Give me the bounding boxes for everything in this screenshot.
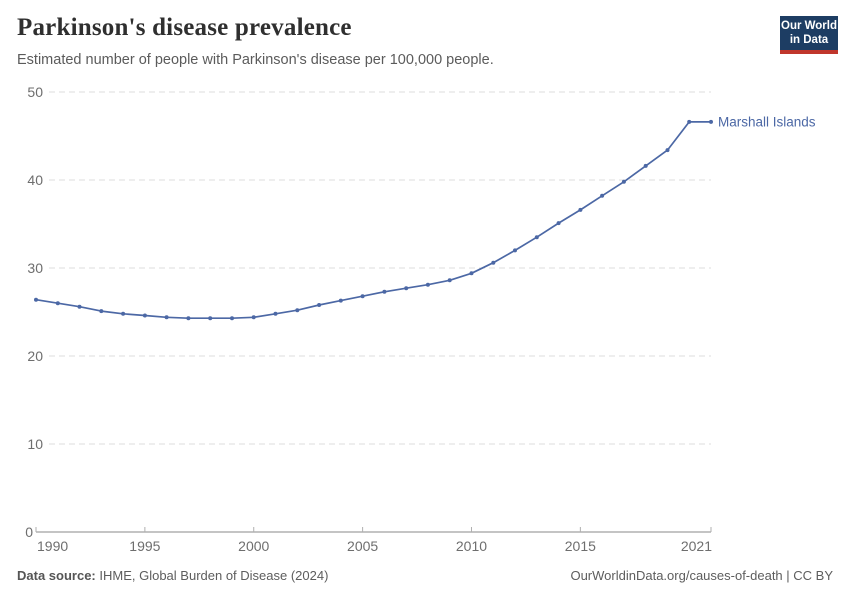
data-point[interactable] xyxy=(556,221,561,226)
x-tick-label: 2010 xyxy=(456,538,487,554)
data-point[interactable] xyxy=(469,271,474,276)
series-line[interactable] xyxy=(35,121,712,320)
data-point[interactable] xyxy=(273,311,278,316)
data-point[interactable] xyxy=(186,316,191,321)
data-point[interactable] xyxy=(425,282,430,287)
data-point[interactable] xyxy=(208,316,213,321)
owid-logo[interactable]: Our World in Data xyxy=(780,16,838,54)
attribution-link[interactable]: OurWorldinData.org/causes-of-death | CC … xyxy=(570,568,833,583)
x-tick-label: 2005 xyxy=(347,538,378,554)
y-tick-label: 20 xyxy=(27,348,43,364)
data-point[interactable] xyxy=(142,313,147,318)
y-tick-label: 10 xyxy=(27,436,43,452)
data-point[interactable] xyxy=(230,316,234,321)
chart-subtitle: Estimated number of people with Parkinso… xyxy=(17,52,494,68)
data-point[interactable] xyxy=(164,315,169,320)
y-tick-label: 50 xyxy=(27,84,43,100)
data-point[interactable] xyxy=(34,297,38,302)
data-point[interactable] xyxy=(404,286,409,291)
x-tick-label: 2021 xyxy=(681,538,712,554)
y-tick-label: 0 xyxy=(25,524,33,540)
data-point[interactable] xyxy=(55,301,60,306)
data-point[interactable] xyxy=(600,193,605,198)
data-point[interactable] xyxy=(534,235,539,240)
data-point[interactable] xyxy=(578,207,583,212)
data-point[interactable] xyxy=(295,308,300,313)
data-point[interactable] xyxy=(447,278,452,283)
y-tick-label: 40 xyxy=(27,172,43,188)
data-point[interactable] xyxy=(251,315,256,320)
data-point[interactable] xyxy=(121,311,126,316)
data-point[interactable] xyxy=(77,304,82,309)
data-point[interactable] xyxy=(360,294,365,299)
data-point[interactable] xyxy=(317,303,322,307)
chart-footer: Data source: IHME, Global Burden of Dise… xyxy=(17,568,833,583)
data-point[interactable] xyxy=(687,119,692,124)
y-tick-label: 30 xyxy=(27,260,43,276)
data-point[interactable] xyxy=(382,289,387,294)
data-point[interactable] xyxy=(513,248,517,253)
owid-logo-line1: Our World xyxy=(781,20,838,32)
series-entity-label[interactable]: Marshall Islands xyxy=(718,114,816,129)
x-tick-label: 2000 xyxy=(238,538,269,554)
data-point[interactable] xyxy=(491,260,496,265)
data-point[interactable] xyxy=(643,163,648,168)
data-point[interactable] xyxy=(338,298,343,303)
data-point[interactable] xyxy=(709,119,713,124)
page-title: Parkinson's disease prevalence xyxy=(17,14,352,41)
data-point[interactable] xyxy=(99,309,104,314)
x-tick-label: 1995 xyxy=(129,538,160,554)
data-source-label: Data source: xyxy=(17,568,96,583)
data-source-value: IHME, Global Burden of Disease (2024) xyxy=(99,568,329,583)
x-tick-label: 2015 xyxy=(565,538,596,554)
x-tick-label: 1990 xyxy=(37,538,68,554)
owid-logo-line2: in Data xyxy=(789,33,829,46)
data-source-note: Data source: IHME, Global Burden of Dise… xyxy=(17,568,328,583)
data-point[interactable] xyxy=(621,179,626,184)
data-point[interactable] xyxy=(665,148,670,153)
